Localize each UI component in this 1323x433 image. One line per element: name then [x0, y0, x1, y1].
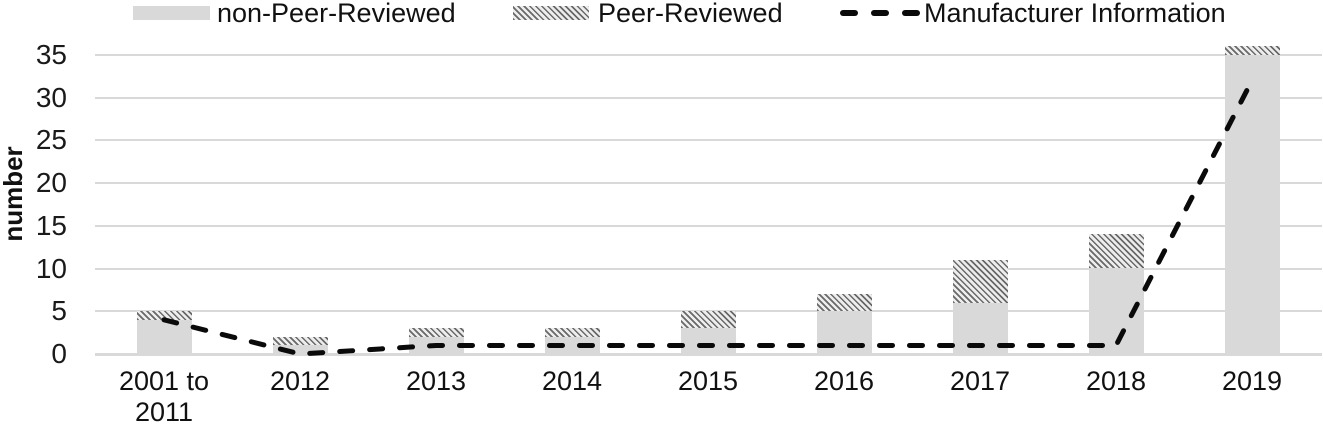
y-tick-label: 0 — [51, 338, 67, 369]
bar-segment-non-peer-reviewed — [680, 328, 736, 354]
bar-2018 — [1088, 234, 1144, 354]
x-tick-label: 2013 — [405, 366, 467, 396]
bar-segment-peer-reviewed — [1088, 234, 1144, 269]
bar-segment-non-peer-reviewed — [952, 302, 1008, 354]
legend-swatch-manufacturer-dashed-line — [840, 10, 920, 17]
bar-segment-peer-reviewed — [544, 328, 600, 337]
bar-2001-to-2011 — [136, 311, 192, 354]
bar-2016 — [816, 294, 872, 354]
bar-segment-non-peer-reviewed — [544, 336, 600, 354]
bar-segment-non-peer-reviewed — [272, 345, 328, 354]
x-tick-label: 2017 — [949, 366, 1011, 396]
bar-segment-peer-reviewed — [952, 259, 1008, 303]
dash-icon — [871, 10, 889, 16]
grid-line-y30 — [95, 96, 1322, 99]
grid-line-y35 — [95, 53, 1322, 56]
bar-segment-non-peer-reviewed — [816, 311, 872, 354]
legend-label-manufacturer-information: Manufacturer Information — [924, 0, 1226, 28]
grid-line-y20 — [95, 182, 1322, 184]
legend-label-peer-reviewed: Peer-Reviewed — [598, 0, 783, 28]
x-tick-label: 2001 to 2011 — [118, 366, 210, 427]
bar-2012 — [272, 336, 328, 354]
bar-segment-non-peer-reviewed — [1224, 54, 1280, 354]
bar-segment-non-peer-reviewed — [408, 336, 464, 354]
legend-swatch-peer-reviewed — [513, 6, 589, 20]
y-tick-label: 15 — [35, 209, 67, 241]
x-tick-label: 2016 — [813, 366, 875, 396]
bar-2015 — [680, 311, 736, 354]
bar-2017 — [952, 259, 1008, 354]
x-tick-label: 2015 — [677, 366, 739, 396]
bar-segment-peer-reviewed — [680, 311, 736, 329]
dash-icon — [840, 10, 858, 16]
y-tick-label: 5 — [51, 295, 67, 327]
y-tick-label: 35 — [35, 38, 67, 70]
x-tick-label: 2019 — [1221, 366, 1283, 396]
bar-2014 — [544, 328, 600, 354]
legend-swatch-non-peer-reviewed — [133, 6, 210, 20]
x-tick-label: 2012 — [269, 366, 331, 396]
x-tick-label: 2018 — [1085, 366, 1147, 396]
legend-label-non-peer-reviewed: non-Peer-Reviewed — [217, 0, 456, 28]
x-tick-label: 2014 — [541, 366, 603, 396]
dash-icon — [902, 10, 920, 16]
grid-line-y15 — [95, 224, 1322, 227]
bar-segment-peer-reviewed — [816, 294, 872, 312]
y-tick-label: 10 — [35, 252, 67, 284]
y-tick-label: 25 — [35, 124, 67, 156]
bar-2013 — [408, 328, 464, 354]
grid-line-y25 — [95, 139, 1322, 142]
bar-segment-non-peer-reviewed — [136, 319, 192, 354]
bar-2019 — [1224, 46, 1280, 354]
bar-segment-non-peer-reviewed — [1088, 268, 1144, 354]
bar-segment-peer-reviewed — [272, 336, 328, 346]
bar-segment-peer-reviewed — [408, 328, 464, 337]
bar-segment-peer-reviewed — [136, 311, 192, 320]
y-tick-label: 20 — [35, 167, 67, 198]
y-tick-label: 30 — [35, 81, 67, 113]
bar-segment-peer-reviewed — [1224, 46, 1280, 55]
